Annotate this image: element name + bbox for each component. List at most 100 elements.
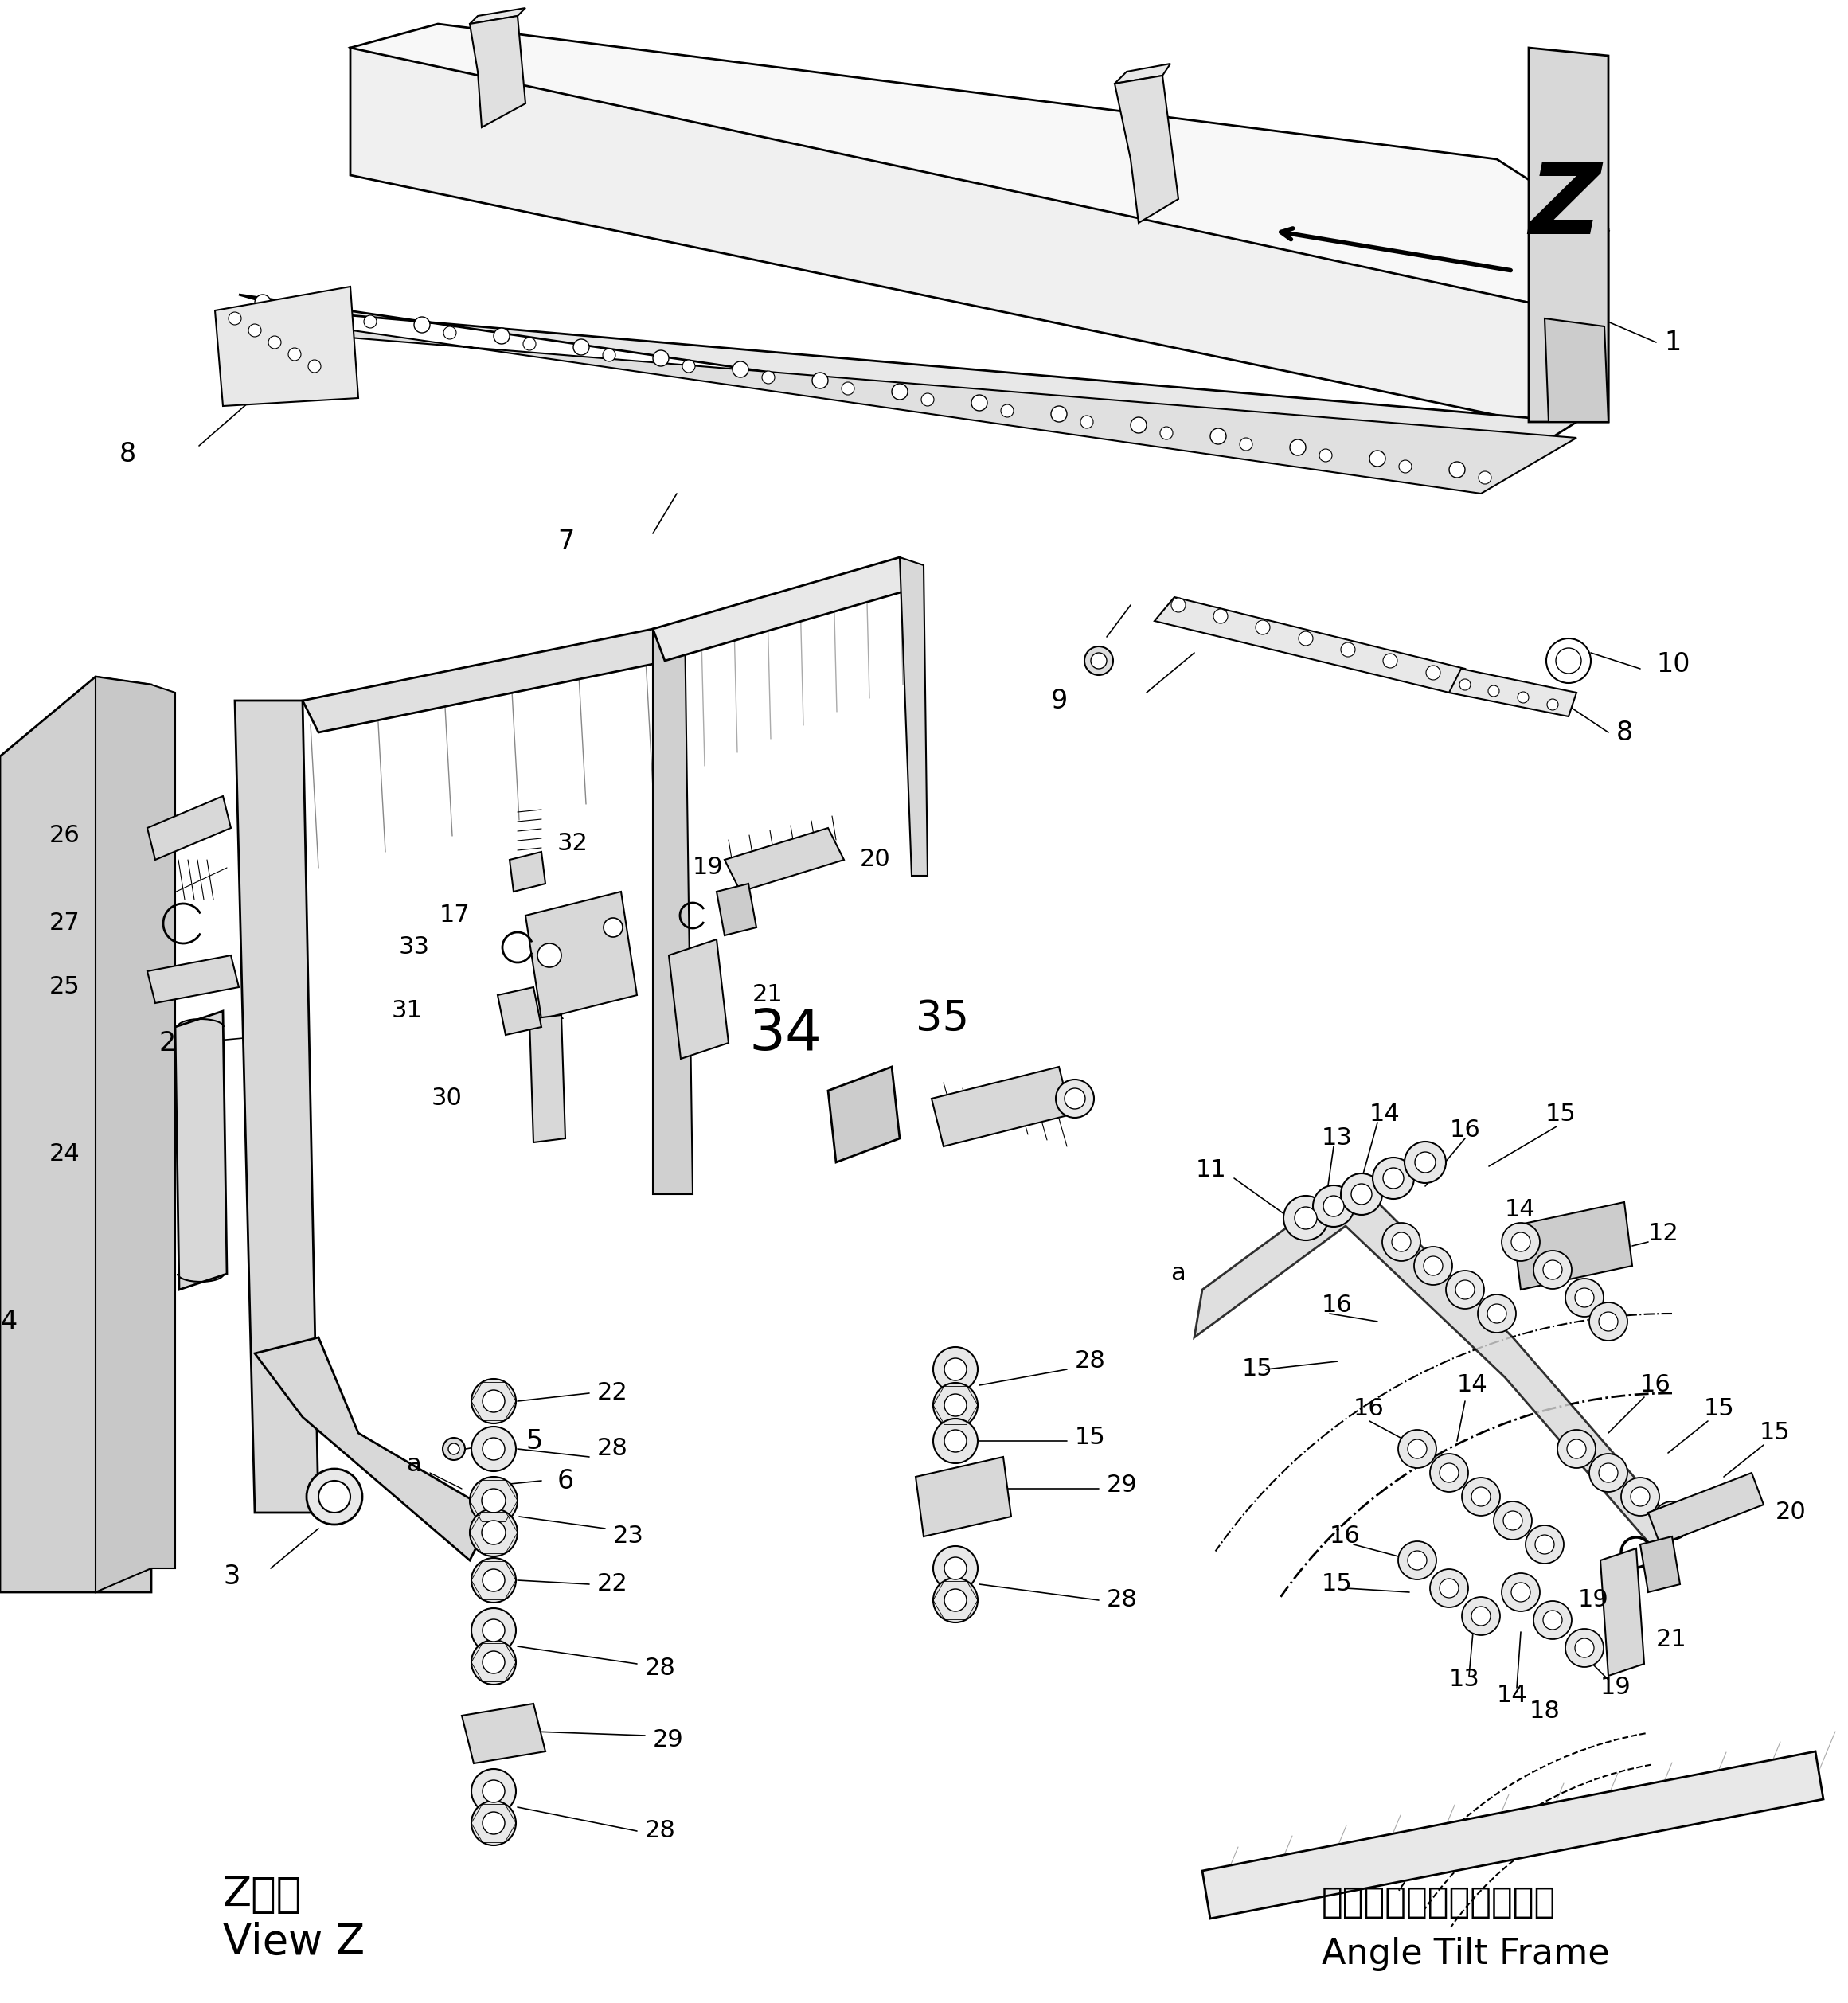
Circle shape <box>1663 1510 1682 1530</box>
Circle shape <box>1478 471 1491 485</box>
Circle shape <box>1630 1486 1650 1506</box>
Circle shape <box>1567 1440 1586 1458</box>
Polygon shape <box>1194 1178 1672 1560</box>
Polygon shape <box>669 939 728 1060</box>
Circle shape <box>486 1480 501 1496</box>
Text: 15: 15 <box>1076 1426 1105 1448</box>
Circle shape <box>482 1650 505 1673</box>
Circle shape <box>1392 1232 1410 1252</box>
Text: 14: 14 <box>1497 1685 1528 1707</box>
Circle shape <box>1399 1430 1436 1468</box>
Circle shape <box>1462 1596 1501 1634</box>
Text: 16: 16 <box>1641 1374 1671 1396</box>
Circle shape <box>1621 1478 1660 1516</box>
Circle shape <box>482 1488 506 1512</box>
Circle shape <box>248 324 261 337</box>
Circle shape <box>972 395 987 411</box>
Polygon shape <box>351 24 1608 302</box>
Circle shape <box>1456 1280 1475 1300</box>
Circle shape <box>1471 1486 1491 1506</box>
Polygon shape <box>525 891 638 1020</box>
Text: 19: 19 <box>1578 1588 1608 1612</box>
Text: 28: 28 <box>645 1656 676 1679</box>
Circle shape <box>933 1346 978 1392</box>
Circle shape <box>893 385 907 401</box>
Circle shape <box>1599 1312 1617 1332</box>
Circle shape <box>1423 1256 1443 1276</box>
Circle shape <box>1517 691 1528 703</box>
Polygon shape <box>1545 318 1608 423</box>
Text: a: a <box>1170 1262 1185 1286</box>
Circle shape <box>1427 665 1440 679</box>
Polygon shape <box>214 310 1576 493</box>
Circle shape <box>255 294 270 310</box>
Circle shape <box>1323 1196 1343 1216</box>
Polygon shape <box>469 8 525 24</box>
Circle shape <box>1255 621 1270 635</box>
Circle shape <box>1526 1526 1563 1564</box>
Text: 14: 14 <box>1369 1104 1401 1126</box>
Circle shape <box>444 326 456 339</box>
Polygon shape <box>235 701 318 1512</box>
Text: 5: 5 <box>525 1428 543 1454</box>
Polygon shape <box>1449 669 1576 717</box>
Circle shape <box>1416 1152 1436 1172</box>
Circle shape <box>1488 685 1499 697</box>
Polygon shape <box>214 286 359 407</box>
Circle shape <box>1512 1232 1530 1252</box>
Circle shape <box>482 1390 505 1412</box>
Text: 28: 28 <box>597 1438 628 1460</box>
Polygon shape <box>717 883 756 935</box>
Circle shape <box>1488 1304 1506 1324</box>
Circle shape <box>1090 653 1107 669</box>
Circle shape <box>307 1468 362 1524</box>
Circle shape <box>1512 1582 1530 1602</box>
Text: 19: 19 <box>1600 1677 1632 1699</box>
Circle shape <box>944 1588 967 1610</box>
Text: 28: 28 <box>645 1819 676 1843</box>
Text: Z　視: Z 視 <box>224 1875 301 1915</box>
Text: 28: 28 <box>1107 1588 1138 1612</box>
Text: 2: 2 <box>159 1030 176 1056</box>
Text: 15: 15 <box>1242 1358 1273 1380</box>
Text: Angle Tilt Frame: Angle Tilt Frame <box>1321 1937 1610 1971</box>
Text: 26: 26 <box>48 825 79 847</box>
Circle shape <box>493 328 510 345</box>
Circle shape <box>1445 1270 1484 1308</box>
Polygon shape <box>652 621 693 1194</box>
Circle shape <box>449 1444 460 1454</box>
Circle shape <box>1002 405 1013 417</box>
Circle shape <box>933 1418 978 1464</box>
Circle shape <box>1534 1600 1571 1638</box>
Text: 21: 21 <box>752 983 784 1008</box>
Circle shape <box>1471 1606 1491 1626</box>
Circle shape <box>1556 649 1582 673</box>
Circle shape <box>1131 417 1146 433</box>
Circle shape <box>1558 1430 1595 1468</box>
Circle shape <box>471 1426 516 1470</box>
Polygon shape <box>1514 1202 1632 1290</box>
Circle shape <box>523 339 536 351</box>
Polygon shape <box>1155 597 1465 693</box>
Circle shape <box>933 1546 978 1590</box>
Text: 16: 16 <box>1331 1524 1360 1548</box>
Text: Z: Z <box>1528 158 1600 254</box>
Text: 1: 1 <box>1663 328 1682 355</box>
Circle shape <box>1290 439 1307 455</box>
Circle shape <box>1478 1294 1515 1332</box>
Circle shape <box>1085 647 1112 675</box>
Circle shape <box>1369 451 1386 467</box>
Circle shape <box>841 383 854 395</box>
Circle shape <box>1055 1080 1094 1118</box>
Polygon shape <box>148 795 231 859</box>
Polygon shape <box>900 557 928 875</box>
Text: 4: 4 <box>0 1308 17 1334</box>
Circle shape <box>652 351 669 367</box>
Circle shape <box>1536 1534 1554 1554</box>
Circle shape <box>1399 1540 1436 1580</box>
Circle shape <box>1284 1196 1329 1240</box>
Circle shape <box>1547 699 1558 711</box>
Polygon shape <box>96 677 176 1592</box>
Circle shape <box>682 361 695 373</box>
Polygon shape <box>351 48 1608 423</box>
